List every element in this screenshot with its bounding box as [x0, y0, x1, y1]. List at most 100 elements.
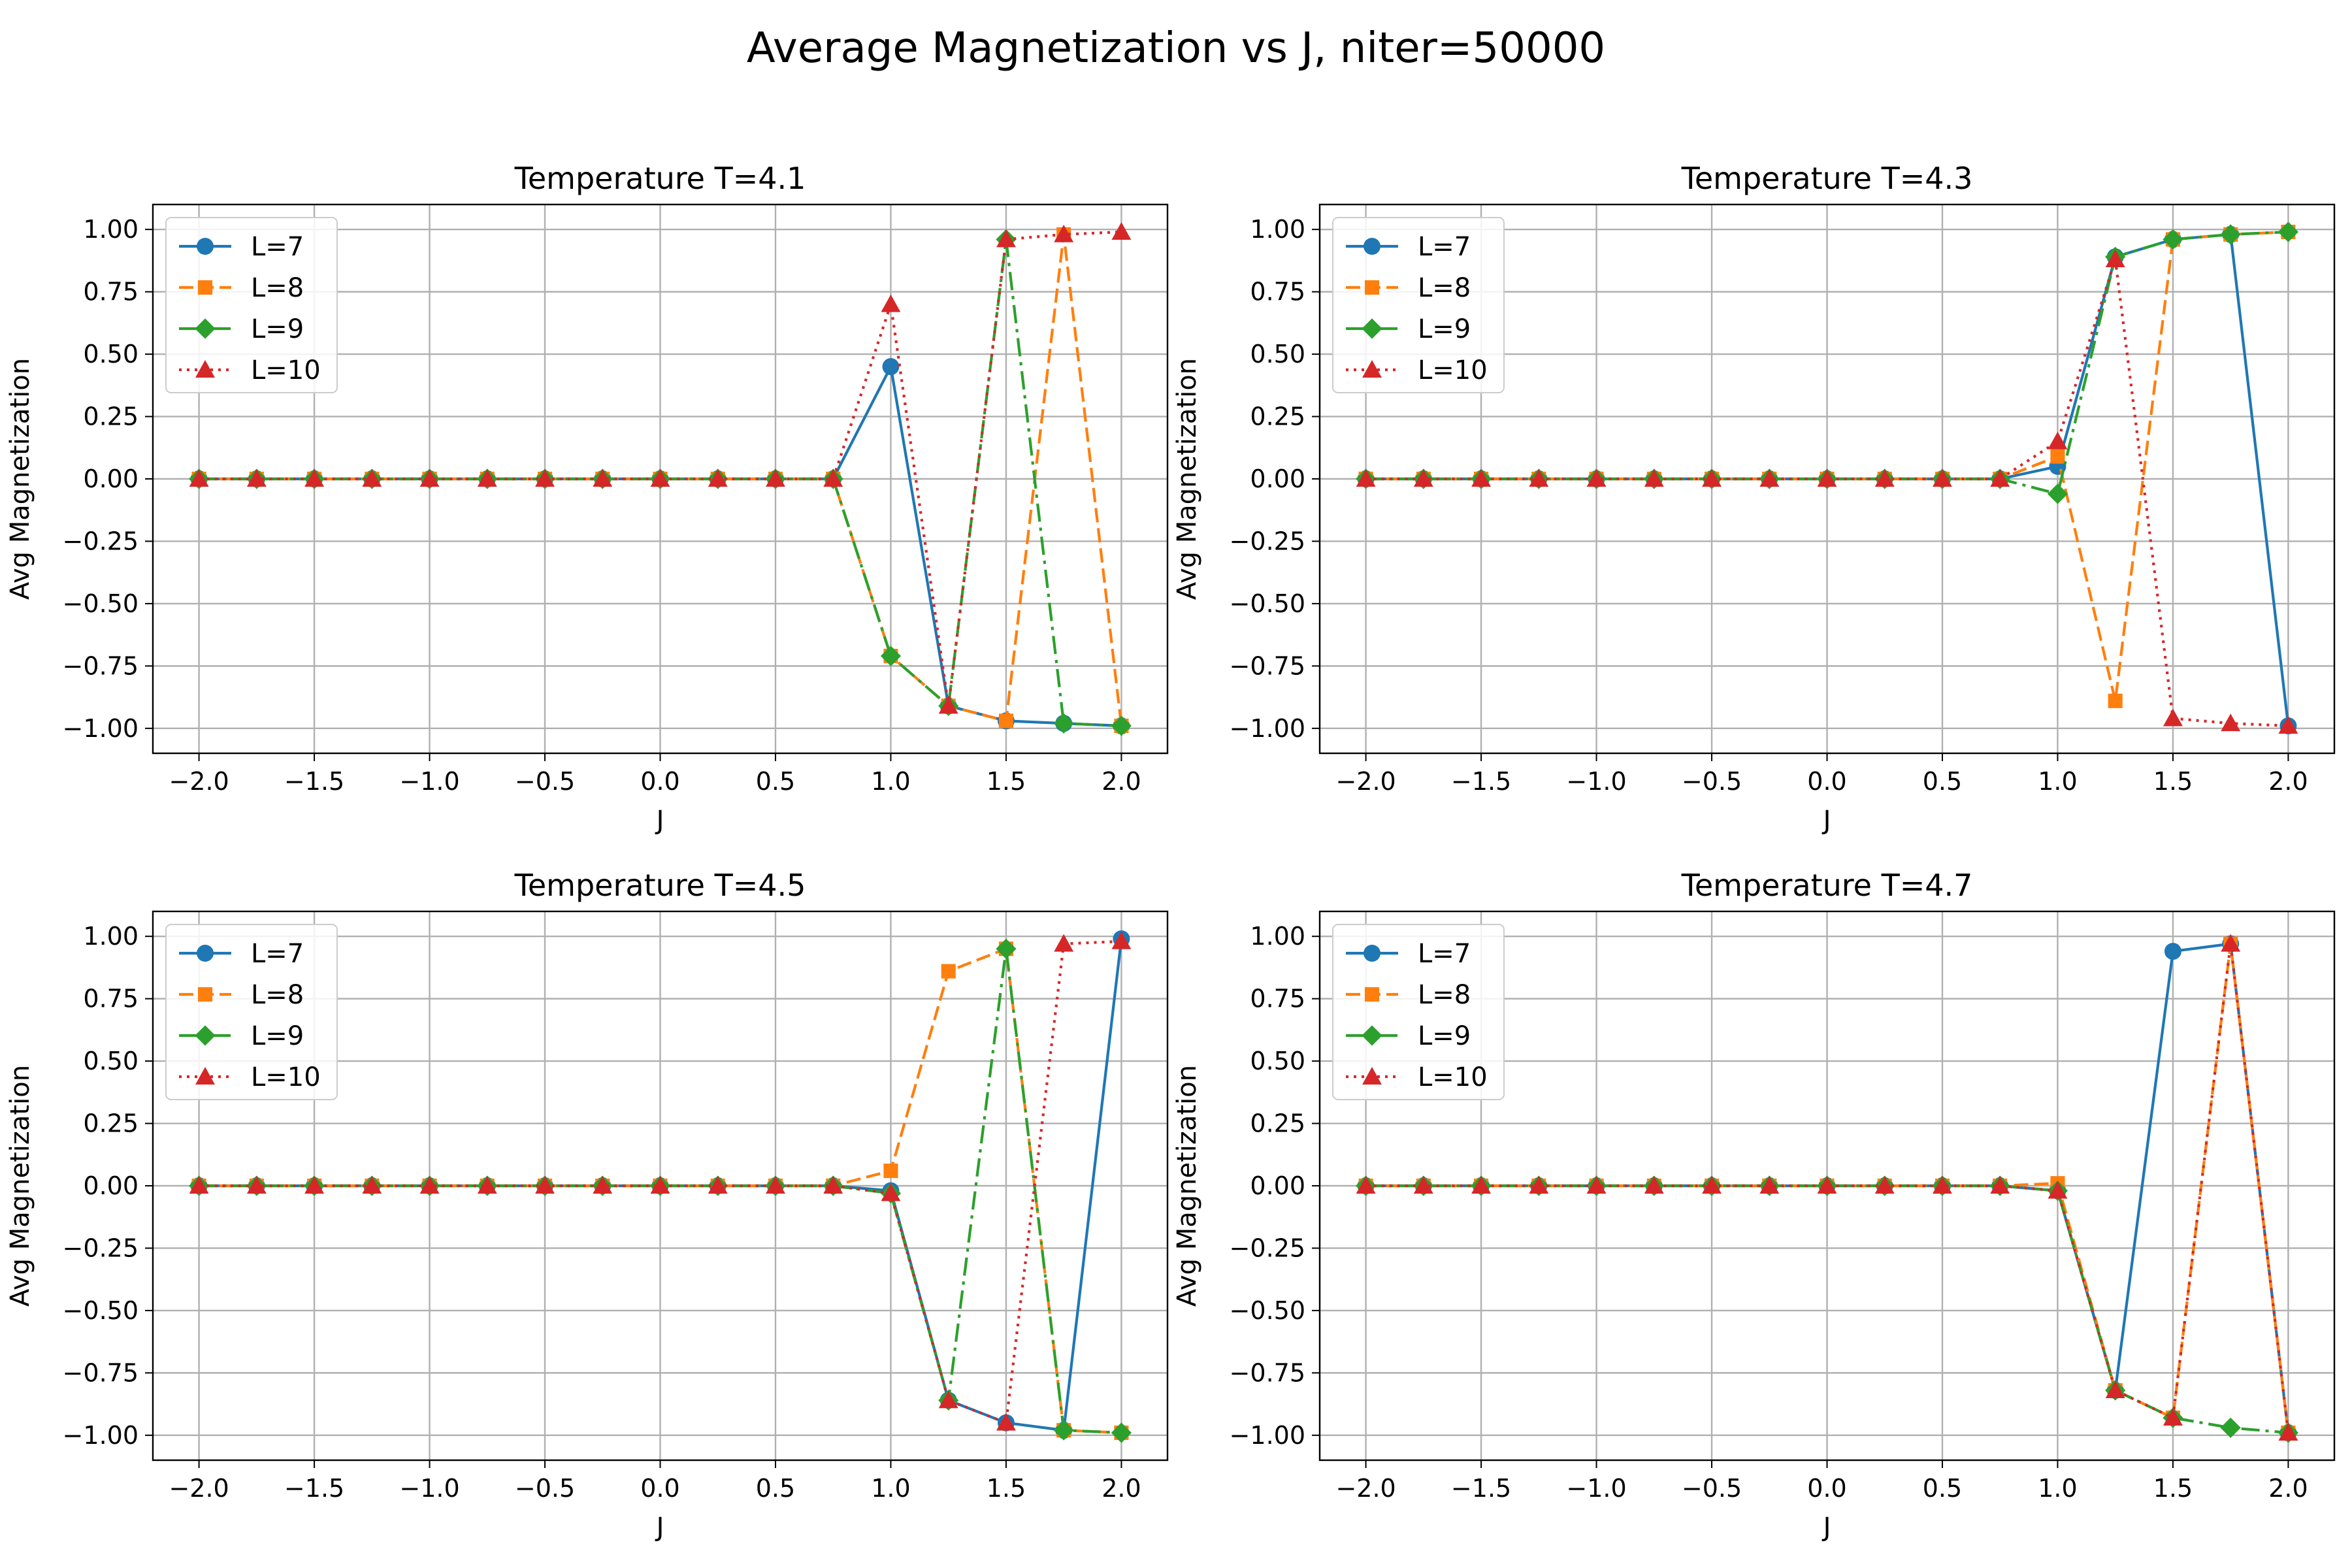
data-point	[304, 1176, 325, 1194]
series-line	[1365, 942, 2290, 1433]
data-point	[1471, 1176, 1492, 1194]
legend-marker	[197, 945, 214, 962]
y-axis-label: Avg Magnetization	[1172, 358, 1202, 600]
legend-label: L=10	[251, 355, 321, 385]
data-point	[1586, 469, 1607, 487]
x-tick-label: −0.5	[1682, 767, 1742, 796]
legend-marker	[195, 1025, 216, 1046]
series-l10	[189, 222, 1132, 714]
data-point	[535, 1176, 555, 1194]
data-point	[1702, 1176, 1722, 1194]
legend-item: L=10	[179, 1062, 321, 1092]
x-tick-label: −2.0	[1335, 1474, 1396, 1503]
data-point	[938, 1390, 958, 1409]
legend: L=7 L=8 L=9 L=10	[1332, 217, 1505, 393]
y-tick-label: −0.25	[1230, 527, 1305, 555]
legend-label: L=7	[1418, 232, 1471, 262]
data-point	[1586, 1176, 1607, 1194]
x-tick-label: 2.0	[2268, 767, 2308, 796]
data-point	[996, 938, 1017, 959]
data-point	[2105, 250, 2125, 267]
data-point	[1990, 469, 2010, 487]
y-tick-label: 0.25	[1250, 402, 1305, 431]
x-tick-label: 2.0	[1102, 767, 1141, 796]
y-tick-label: −0.50	[63, 589, 139, 618]
y-tick-label: 0.75	[83, 985, 139, 1013]
data-point	[1990, 1176, 2010, 1194]
series-line	[1365, 230, 2289, 496]
data-point	[1644, 1176, 1664, 1194]
data-point	[1413, 1176, 1433, 1194]
data-point	[2278, 1423, 2298, 1441]
y-axis-label: Avg Magnetization	[5, 358, 35, 600]
series-line	[199, 230, 1122, 708]
data-point	[1111, 1422, 1132, 1443]
data-point	[2278, 716, 2298, 734]
legend-label: L=8	[251, 273, 304, 303]
data-point	[2220, 224, 2241, 245]
y-tick-label: −1.00	[1230, 1421, 1305, 1450]
legend-marker	[1364, 280, 1380, 295]
data-point	[708, 469, 728, 487]
y-tick-label: 0.00	[83, 1171, 139, 1200]
data-point	[766, 1176, 785, 1194]
data-point	[1471, 469, 1492, 487]
legend-marker	[1362, 1067, 1382, 1085]
x-tick-label: 2.0	[2268, 1474, 2308, 1503]
data-point	[996, 229, 1016, 248]
data-point	[1644, 469, 1664, 487]
legend-label: L=7	[1418, 939, 1471, 969]
data-point	[1529, 1176, 1549, 1194]
data-point	[189, 1176, 209, 1194]
data-point	[535, 469, 555, 487]
legend: L=7 L=8 L=9 L=10	[165, 924, 338, 1100]
legend-box	[165, 924, 338, 1100]
legend: L=7 L=8 L=9 L=10	[1332, 924, 1505, 1100]
legend-label: L=10	[251, 1062, 321, 1092]
y-tick-label: −0.50	[1230, 589, 1305, 618]
x-tick-label: 1.0	[2038, 767, 2077, 796]
y-tick-label: 0.75	[1250, 278, 1305, 306]
series-l10	[189, 931, 1132, 1431]
data-point	[477, 1176, 497, 1194]
data-point	[362, 1176, 382, 1194]
x-tick-label: −2.0	[169, 1474, 229, 1503]
legend-label: L=9	[1418, 314, 1471, 344]
data-point	[883, 1164, 898, 1179]
data-point	[2105, 1380, 2125, 1399]
y-tick-label: −0.25	[63, 527, 139, 555]
legend-marker	[1364, 945, 1380, 962]
legend-item: L=9	[179, 1021, 304, 1051]
data-point	[882, 358, 900, 376]
axes-frame	[152, 910, 1169, 1462]
y-tick-label: −0.50	[1230, 1296, 1305, 1325]
data-point	[362, 469, 382, 487]
y-tick-label: 0.50	[1250, 1047, 1305, 1075]
y-tick-label: 0.00	[1250, 465, 1305, 493]
legend-label: L=10	[1418, 355, 1488, 385]
x-tick-label: 0.0	[640, 1474, 679, 1503]
legend: L=7 L=8 L=9 L=10	[165, 217, 338, 393]
data-point	[2164, 943, 2181, 960]
data-point	[2221, 713, 2241, 732]
y-tick-label: −0.75	[1230, 651, 1305, 680]
x-tick-label: −0.5	[515, 767, 575, 796]
x-tick-label: 0.5	[756, 767, 795, 796]
legend-item: L=8	[1346, 273, 1471, 303]
x-tick-label: −0.5	[1682, 1474, 1742, 1503]
data-point	[246, 1176, 267, 1194]
legend-box	[1332, 924, 1505, 1100]
x-tick-label: −1.5	[1451, 767, 1511, 796]
legend-item: L=8	[179, 980, 304, 1010]
y-tick-label: 1.00	[83, 922, 139, 951]
y-tick-label: −0.75	[63, 651, 139, 680]
y-tick-label: 0.00	[83, 465, 139, 493]
y-tick-label: −1.00	[63, 714, 139, 743]
legend-item: L=10	[1346, 355, 1488, 385]
legend-item: L=10	[179, 355, 321, 385]
data-point	[998, 713, 1013, 728]
y-tick-label: −0.50	[63, 1296, 139, 1325]
data-point	[1356, 1176, 1376, 1194]
legend-item: L=10	[1346, 1062, 1488, 1092]
data-point	[419, 469, 440, 487]
